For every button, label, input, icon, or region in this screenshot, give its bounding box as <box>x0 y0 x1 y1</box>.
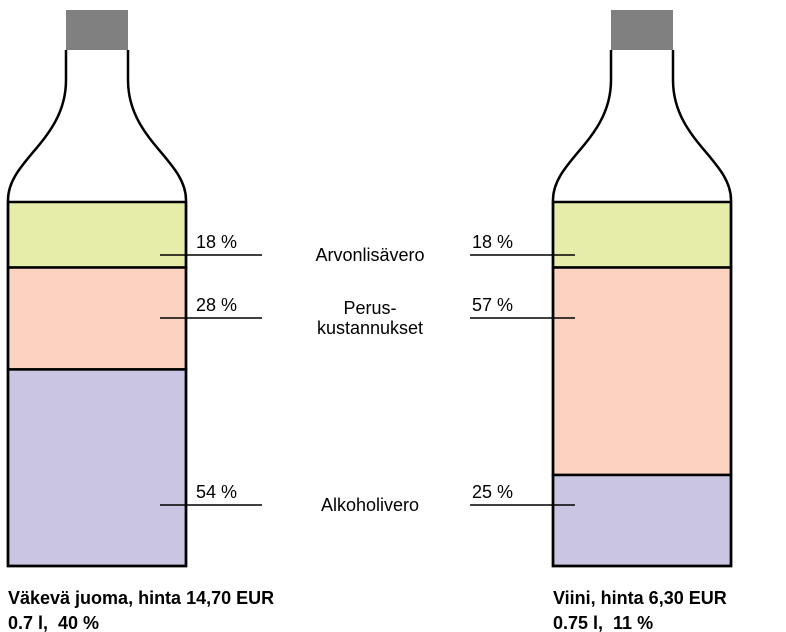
bottle-outline <box>551 50 733 568</box>
category-label: Väkevä juoma, hinta 14,70 EUR <box>8 588 274 608</box>
segment <box>551 200 733 269</box>
bottle-cap <box>611 10 673 50</box>
category-subtitle: 0.7 l, 40 % <box>8 613 99 632</box>
category-subtitle: 0.75 l, 11 % <box>553 613 653 632</box>
series-name: Arvonlisävero <box>315 245 425 265</box>
segment <box>551 473 733 568</box>
segment <box>6 368 188 568</box>
value-label: 25 % <box>472 482 513 502</box>
segment <box>6 200 188 269</box>
segment <box>6 266 188 371</box>
value-label: 28 % <box>196 295 237 315</box>
value-label: 57 % <box>472 295 513 315</box>
value-label: 18 % <box>472 232 513 252</box>
category-label: Viini, hinta 6,30 EUR <box>553 588 727 608</box>
bottle-outline <box>6 50 188 568</box>
value-label: 54 % <box>196 482 237 502</box>
series-name: Perus- kustannukset <box>316 298 424 338</box>
bottle-cap <box>66 10 128 50</box>
series-name: Alkoholivero <box>320 495 420 515</box>
segment <box>551 266 733 477</box>
value-label: 18 % <box>196 232 237 252</box>
